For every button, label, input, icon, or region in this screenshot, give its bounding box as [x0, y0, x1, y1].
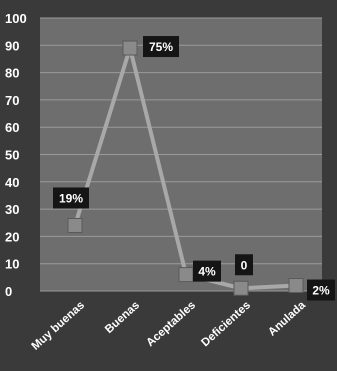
data-label: 19% [59, 191, 83, 205]
data-point [233, 280, 249, 296]
data-label-box [143, 36, 179, 58]
data-label-box [235, 254, 253, 276]
y-tick-label: 60 [5, 120, 19, 135]
y-tick-label: 0 [5, 284, 12, 299]
data-point [288, 278, 304, 294]
data-label: 75% [149, 40, 173, 54]
data-label: 2% [312, 284, 330, 298]
data-label-box [193, 260, 221, 282]
data-point [67, 217, 83, 233]
y-tick-label: 20 [5, 229, 19, 244]
y-tick-label: 30 [5, 202, 19, 217]
y-tick-label: 90 [5, 38, 19, 53]
data-point [178, 267, 194, 283]
y-tick-label: 100 [5, 11, 27, 26]
data-label: 4% [198, 265, 216, 279]
data-label-box [53, 187, 89, 209]
x-tick-label: Deficientes [199, 299, 253, 349]
x-tick-label: Muy buenas [30, 299, 87, 352]
y-tick-label: 70 [5, 93, 19, 108]
data-label-box [307, 279, 335, 301]
x-tick-label: Aceptables [144, 299, 198, 349]
data-point [122, 40, 138, 56]
y-tick-label: 80 [5, 66, 19, 81]
y-tick-label: 50 [5, 148, 19, 163]
data-label: 0 [241, 258, 248, 272]
x-tick-label: Buenas [103, 299, 142, 336]
y-tick-label: 10 [5, 257, 19, 272]
x-tick-label: Anulada [266, 299, 308, 339]
y-tick-label: 40 [5, 175, 19, 190]
